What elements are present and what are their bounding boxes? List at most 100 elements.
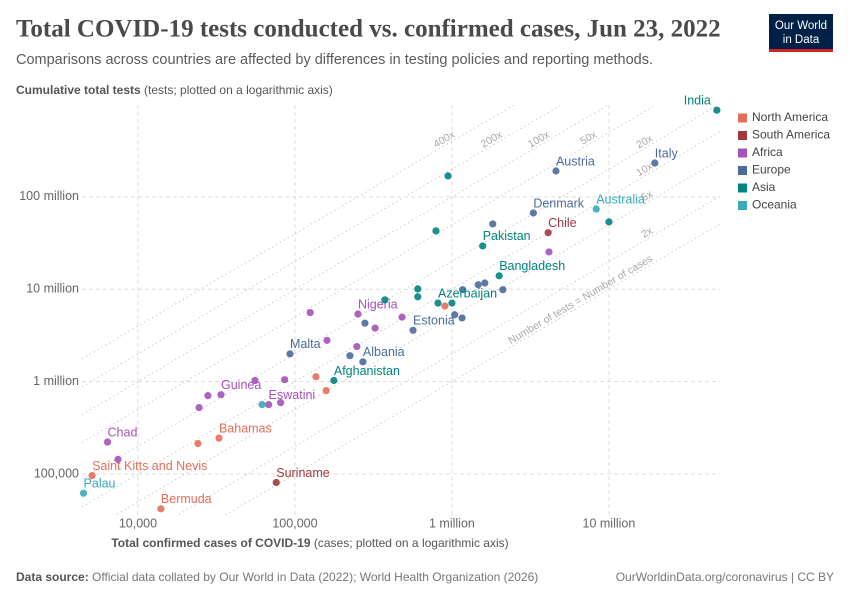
point <box>361 319 369 327</box>
point <box>371 324 379 332</box>
source: Data source: Official data collated by O… <box>16 570 538 584</box>
y-tick-label: 100,000 <box>34 466 79 480</box>
point-label: Suriname <box>276 466 330 480</box>
point <box>451 311 459 319</box>
logo-text: Our World <box>775 20 827 32</box>
point-label: Chad <box>108 425 138 439</box>
ratio-label: 400x <box>431 128 457 150</box>
point-label: Denmark <box>533 196 584 210</box>
point <box>479 242 487 250</box>
point <box>215 434 223 442</box>
point-label: Austria <box>556 154 595 168</box>
point <box>529 209 537 217</box>
point <box>323 336 331 344</box>
x-tick-label: 10,000 <box>119 516 157 530</box>
ratio-label: 20x <box>634 132 655 151</box>
legend-label: South America <box>752 128 830 142</box>
legend-swatch <box>738 131 747 140</box>
point-label: Italy <box>655 146 679 160</box>
point-label: Estonia <box>413 314 455 328</box>
y-axis-label-rest: (tests; plotted on a logarithmic axis) <box>144 83 333 97</box>
point <box>312 373 320 381</box>
point <box>495 272 503 280</box>
source-text: Official data collated by Our World in D… <box>92 570 538 584</box>
point <box>276 399 285 407</box>
point <box>499 286 507 294</box>
point <box>195 403 203 412</box>
point <box>217 391 225 399</box>
y-axis-label-bold: Cumulative total tests <box>16 83 141 97</box>
point-label: Australia <box>596 192 645 206</box>
point-label: Eswatini <box>269 388 316 402</box>
point <box>605 218 613 226</box>
point <box>474 281 482 289</box>
ratio-line <box>82 105 719 480</box>
point <box>281 376 289 384</box>
point-label: Bangladesh <box>499 259 565 273</box>
point <box>103 438 112 446</box>
y-tick-label: 100 million <box>19 189 79 203</box>
point-label: Saint Kitts and Nevis <box>92 459 207 473</box>
point <box>414 293 422 301</box>
point <box>592 205 600 213</box>
logo-text: in Data <box>783 34 820 46</box>
license[interactable]: OurWorldinData.org/coronavirus | CC BY <box>616 570 834 584</box>
point <box>414 285 422 293</box>
legend-label: Asia <box>752 180 776 194</box>
logo-box <box>769 14 833 50</box>
x-axis-label: Total confirmed cases of COVID-19 (cases… <box>111 536 508 550</box>
point <box>322 387 330 395</box>
ratio-label: 100x <box>526 128 552 150</box>
legend-swatch <box>738 113 747 123</box>
ratio-line <box>82 105 562 388</box>
point-label: India <box>684 93 711 107</box>
source-label: Data source: <box>16 570 89 584</box>
y-tick-label: 10 million <box>26 282 79 296</box>
point <box>272 478 280 487</box>
ratio-line <box>224 223 720 515</box>
point <box>458 314 466 322</box>
point-label: Malta <box>290 337 321 351</box>
point <box>359 358 367 366</box>
point-label: Pakistan <box>483 229 531 243</box>
point <box>545 248 553 256</box>
point-label: Albania <box>363 345 405 359</box>
logo[interactable]: Our World in Data <box>769 14 833 52</box>
legend-swatch <box>738 183 747 193</box>
point <box>265 401 273 409</box>
point <box>409 326 417 334</box>
point <box>88 472 96 480</box>
point <box>459 286 467 294</box>
ratio-line <box>114 158 720 515</box>
point-label: Azerbaijan <box>438 286 497 300</box>
ratio-line <box>82 105 610 416</box>
point-label: Palau <box>84 476 116 490</box>
point <box>481 279 489 287</box>
legend-label: Europe <box>752 163 791 177</box>
point <box>441 302 449 310</box>
point-label: Bahamas <box>219 421 272 435</box>
point <box>346 352 354 360</box>
legend-label: North America <box>752 110 828 124</box>
point-label: Afghanistan <box>334 364 400 378</box>
point <box>354 310 362 318</box>
point <box>398 313 406 321</box>
point <box>651 159 659 167</box>
y-tick-label: 1 million <box>33 374 79 388</box>
point <box>432 227 440 235</box>
point <box>552 167 560 175</box>
point <box>489 220 497 228</box>
x-tick-label: 100,000 <box>272 516 317 530</box>
point <box>448 299 456 307</box>
point-label: Chile <box>548 216 577 230</box>
point <box>306 308 314 317</box>
x-axis-label-rest: (cases; plotted on a logarithmic axis) <box>314 536 509 550</box>
point-label: Guinea <box>221 378 261 392</box>
point <box>434 299 442 307</box>
ratio-label: 50x <box>578 128 599 147</box>
legend-swatch <box>738 148 747 158</box>
point <box>251 376 259 385</box>
point <box>444 172 452 180</box>
legend-swatch <box>738 201 747 210</box>
point <box>79 489 88 497</box>
